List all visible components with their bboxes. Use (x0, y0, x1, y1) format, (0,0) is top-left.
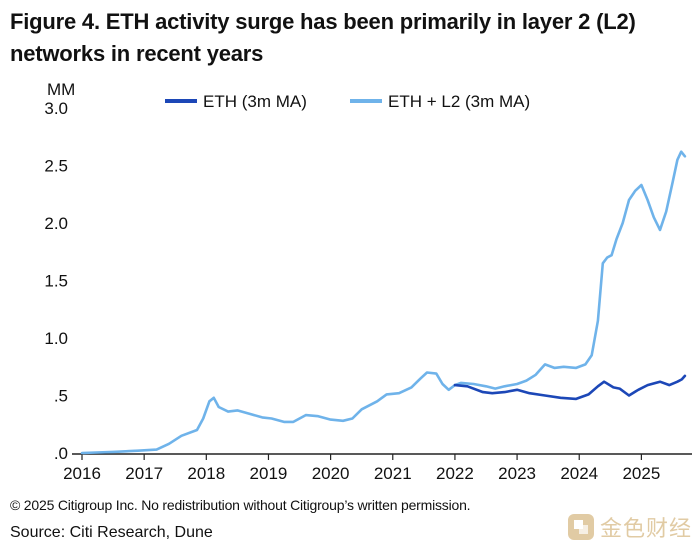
x-tick-label: 2024 (560, 464, 598, 483)
x-tick-label: 2023 (498, 464, 536, 483)
y-tick-label: .0 (54, 444, 68, 463)
y-tick-label: 2.0 (44, 214, 68, 233)
x-tick-label: 2025 (622, 464, 660, 483)
x-tick-label: 2021 (374, 464, 412, 483)
series-eth-line (453, 374, 687, 401)
gold-logo-icon (567, 514, 594, 540)
x-tick-label: 2017 (125, 464, 163, 483)
line-chart: MM ETH (3m MA) ETH + L2 (3m MA) .0 .5 1.0 1… (44, 80, 692, 483)
x-tick-label: 2019 (250, 464, 288, 483)
y-tick-label: 3.0 (44, 99, 68, 118)
y-axis: .0 .5 1.0 1.5 2.0 2.5 3.0 (44, 99, 68, 463)
chart-title: Figure 4. ETH activity surge has been pr… (10, 9, 636, 66)
y-axis-unit-label: MM (47, 80, 75, 99)
copyright-notice: © 2025 Citigroup Inc. No redistribution … (10, 497, 471, 513)
y-tick-label: 1.5 (44, 272, 68, 291)
series-eth-l2-line (80, 150, 687, 455)
watermark: 金色财经 (566, 511, 692, 543)
x-tick-label: 2016 (63, 464, 101, 483)
x-axis: 2016 2017 2018 2019 2020 2021 2022 2023 2024 2025 (63, 454, 660, 483)
x-tick-label: 2018 (187, 464, 225, 483)
y-tick-label: 2.5 (44, 157, 68, 176)
x-tick-label: 2022 (436, 464, 474, 483)
legend-eth-label: ETH (3m MA) (203, 92, 307, 111)
y-tick-label: .5 (54, 387, 68, 406)
source-note: Source: Citi Research, Dune (10, 524, 213, 541)
watermark-text: 金色财经 (599, 517, 692, 542)
chart-legend: ETH (3m MA) ETH + L2 (3m MA) (165, 92, 530, 111)
legend-eth-l2-label: ETH + L2 (3m MA) (388, 92, 530, 111)
x-tick-label: 2020 (312, 464, 350, 483)
y-tick-label: 1.0 (44, 329, 68, 348)
